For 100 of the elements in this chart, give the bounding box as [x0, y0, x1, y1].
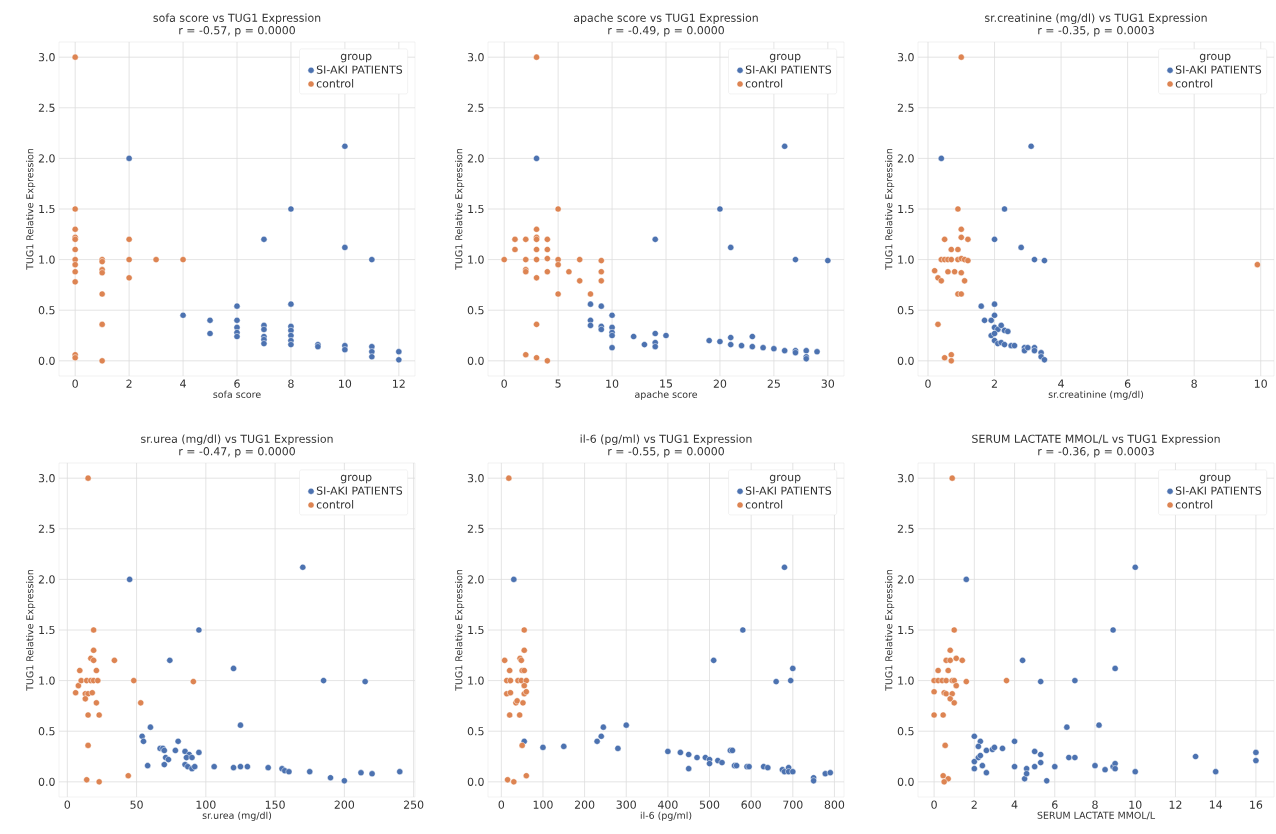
x-tick-label: 0 — [72, 379, 78, 388]
x-tick-label: 6 — [1124, 379, 1131, 388]
y-tick-label: 0.5 — [38, 306, 55, 315]
y-tick-label: 3.0 — [38, 474, 55, 483]
chart-title: sr.creatinine (mg/dl) vs TUG1 Expression — [985, 13, 1207, 25]
x-tick-label: 600 — [741, 800, 761, 809]
y-tick-label: 2.5 — [38, 103, 55, 112]
x-tick-label: 2 — [126, 379, 132, 388]
legend-title: group — [769, 474, 801, 484]
x-tick-label: 0 — [498, 800, 505, 809]
x-tick-label: 300 — [616, 800, 636, 809]
y-tick-label: 2.0 — [467, 154, 484, 163]
y-tick-label: 2.0 — [467, 575, 484, 584]
x-tick-label: 150 — [265, 800, 285, 809]
legend-label: SI-AKI PATIENTS — [745, 486, 832, 495]
x-tick-label: 8 — [1191, 379, 1197, 388]
x-tick-label: 0 — [931, 800, 937, 809]
y-tick-label: 3.0 — [467, 53, 484, 62]
chart-title: SERUM LACTATE MMOL/L vs TUG1 Expression — [972, 434, 1220, 446]
chart-subtitle: r = -0.57, p = 0.0000 — [179, 26, 295, 37]
x-axis-title: SERUM LACTATE MMOL/L — [1037, 811, 1156, 820]
x-tick-label: 14 — [1209, 800, 1223, 809]
x-tick-label: 0 — [925, 379, 931, 388]
y-tick-label: 1.5 — [468, 204, 484, 214]
x-tick-label: 12 — [1169, 800, 1182, 809]
x-tick-label: 12 — [393, 379, 405, 388]
legend-label: SI-AKI PATIENTS — [316, 65, 403, 74]
y-tick-label: 3.0 — [467, 474, 484, 483]
x-tick-label: 100 — [533, 800, 553, 809]
y-tick-label: 1.0 — [898, 255, 914, 264]
x-tick-label: 0 — [64, 800, 71, 809]
x-tick-label: 100 — [196, 800, 216, 809]
x-tick-label: 50 — [130, 800, 143, 809]
x-tick-label: 15 — [660, 379, 673, 388]
y-tick-label: 0.0 — [897, 777, 914, 786]
legend-label: SI-AKI PATIENTS — [1175, 486, 1262, 495]
x-tick-label: 700 — [783, 800, 803, 809]
x-tick-label: 500 — [699, 800, 720, 809]
y-tick-label: 1.5 — [39, 625, 55, 635]
legend-label: control — [745, 500, 783, 509]
y-tick-label: 1.5 — [898, 204, 914, 214]
legend-label: control — [316, 79, 354, 88]
y-tick-label: 3.0 — [38, 53, 55, 62]
x-axis-title: apache score — [635, 390, 698, 400]
chart-subtitle: r = -0.47, p = 0.0000 — [179, 447, 295, 458]
legend-title: group — [340, 53, 372, 63]
legend-label: control — [745, 79, 783, 88]
y-tick-label: 3.0 — [897, 474, 914, 483]
x-tick-label: 200 — [574, 800, 595, 809]
y-tick-label: 1.0 — [898, 676, 914, 685]
chart-subtitle: r = -0.55, p = 0.0000 — [608, 447, 724, 458]
y-axis-title: TUG1 Relative Expression — [26, 148, 36, 270]
y-tick-label: 2.5 — [467, 103, 484, 112]
x-tick-label: 10 — [606, 379, 619, 388]
x-tick-label: 400 — [657, 800, 678, 809]
y-axis-title: TUG1 Relative Expression — [885, 148, 895, 270]
x-tick-label: 10 — [339, 379, 352, 388]
legend-title: group — [1199, 53, 1231, 63]
x-tick-label: 20 — [713, 379, 727, 388]
x-tick-label: 8 — [1092, 800, 1098, 809]
y-tick-label: 0.5 — [897, 306, 914, 315]
y-tick-label: 3.0 — [897, 53, 914, 62]
legend-title: group — [1199, 474, 1231, 484]
chart-subtitle: r = -0.49, p = 0.0000 — [608, 26, 724, 37]
y-tick-label: 2.5 — [897, 103, 914, 112]
y-tick-label: 1.0 — [468, 255, 484, 264]
y-tick-label: 0.5 — [897, 727, 914, 736]
chart-title: apache score vs TUG1 Expression — [573, 13, 758, 25]
x-tick-label: 4 — [180, 379, 186, 388]
y-tick-label: 2.0 — [38, 575, 55, 584]
chart-title: sr.urea (mg/dl) vs TUG1 Expression — [141, 434, 333, 446]
y-tick-label: 1.0 — [39, 255, 55, 264]
x-tick-label: 250 — [403, 800, 424, 809]
x-tick-label: 4 — [1058, 379, 1064, 388]
y-tick-label: 1.5 — [39, 204, 55, 214]
y-tick-label: 2.5 — [897, 524, 914, 533]
x-tick-label: 800 — [824, 800, 845, 809]
y-tick-label: 0.5 — [38, 727, 55, 736]
x-axis-title: sr.creatinine (mg/dl) — [1048, 390, 1144, 400]
legend-label: SI-AKI PATIENTS — [316, 486, 403, 495]
y-tick-label: 2.0 — [897, 575, 914, 584]
x-axis-title: sr.urea (mg/dl) — [202, 811, 272, 821]
y-axis-title: TUG1 Relative Expression — [26, 569, 36, 691]
legend-title: group — [769, 53, 801, 63]
x-tick-label: 2 — [971, 800, 977, 809]
y-tick-label: 1.0 — [39, 676, 55, 685]
y-tick-label: 2.5 — [467, 524, 484, 533]
y-tick-label: 1.5 — [468, 625, 484, 635]
x-tick-label: 10 — [1129, 800, 1142, 809]
y-axis-title: TUG1 Relative Expression — [455, 569, 465, 691]
y-tick-label: 0.0 — [467, 356, 484, 365]
legend-label: control — [1175, 79, 1213, 88]
x-tick-label: 0 — [501, 379, 507, 388]
x-tick-label: 4 — [1011, 800, 1018, 809]
chart-subtitle: r = -0.35, p = 0.0003 — [1038, 26, 1154, 37]
x-tick-label: 8 — [288, 379, 294, 388]
legend-label: SI-AKI PATIENTS — [745, 65, 832, 74]
y-tick-label: 1.5 — [898, 625, 914, 635]
x-tick-label: 5 — [555, 379, 561, 388]
x-axis-title: sofa score — [213, 390, 261, 398]
